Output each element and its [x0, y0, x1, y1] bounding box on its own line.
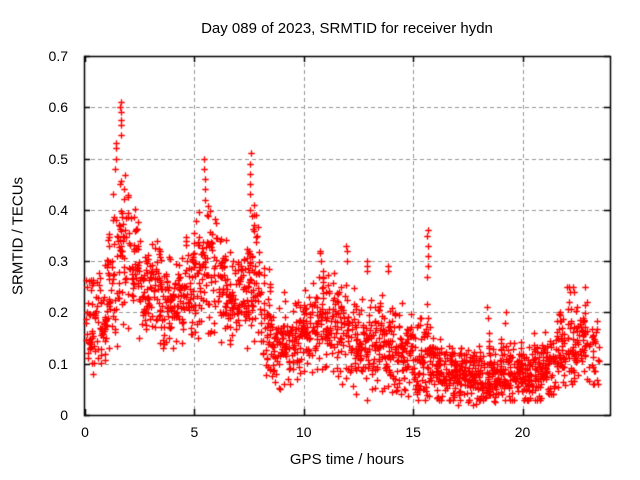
y-tick-label: 0 — [60, 407, 68, 423]
x-tick-label: 0 — [81, 424, 89, 440]
y-axis-label: SRMTID / TECUs — [9, 176, 27, 296]
x-tick-label: 5 — [190, 424, 199, 440]
y-tick-label: 0.6 — [48, 99, 68, 116]
y-tick-label: 0.1 — [48, 355, 68, 372]
y-tick-label: 0.5 — [48, 150, 68, 167]
y-tick-label: 0.4 — [48, 201, 68, 218]
y-tick-label: 0.3 — [48, 253, 68, 270]
x-axis-label: GPS time / hours — [289, 451, 405, 468]
x-tick-label: 10 — [296, 424, 312, 440]
x-tick-label: 20 — [514, 424, 531, 440]
x-tick-label: 15 — [405, 424, 421, 440]
chart-title: Day 089 of 2023, SRMTID for receiver hyd… — [201, 20, 493, 37]
y-tick-label: 0.7 — [48, 48, 68, 64]
y-tick-label: 0.2 — [48, 304, 68, 321]
